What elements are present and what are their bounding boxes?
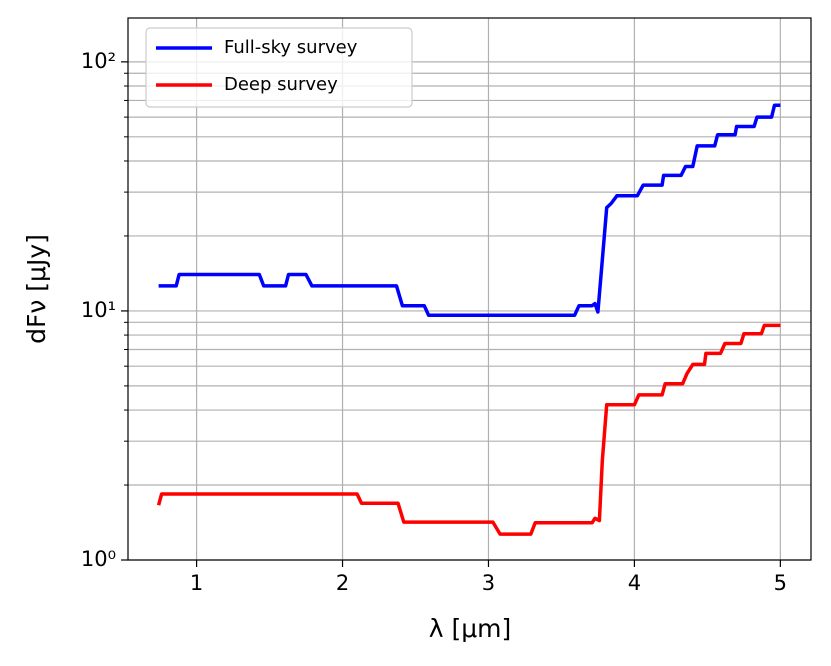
x-tick-label: 3 (482, 571, 495, 595)
y-tick-label: 10⁰ (81, 547, 116, 571)
legend-label: Full-sky survey (224, 37, 358, 58)
plot-frame (127, 17, 812, 561)
y-tick-label: 10¹ (81, 298, 116, 322)
series-line (158, 103, 781, 318)
x-axis-label: λ [μm] (429, 614, 512, 643)
y-tick-label: 10² (81, 49, 116, 73)
x-tick-label: 4 (628, 571, 641, 595)
x-tick-label: 1 (190, 571, 203, 595)
series-line (156, 323, 781, 536)
x-tick-label: 2 (336, 571, 349, 595)
y-axis-label: dFν [μJy] (22, 234, 51, 344)
x-tick-label: 5 (774, 571, 787, 595)
legend-label: Deep survey (224, 74, 338, 95)
legend-box (145, 27, 413, 108)
